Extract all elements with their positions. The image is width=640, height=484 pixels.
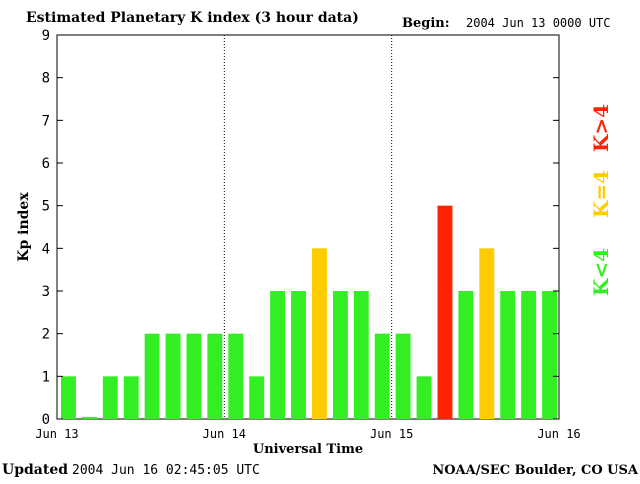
kp-bar [458, 291, 474, 419]
chart-title: Estimated Planetary K index (3 hour data… [26, 10, 359, 26]
legend: K>4 K=4 K<4 [589, 104, 613, 296]
kp-bar [102, 376, 118, 419]
kp-bar [374, 333, 390, 419]
x-axis: Jun 13 Jun 14 Jun 15 Jun 16 [35, 427, 580, 441]
kp-bar [332, 291, 348, 419]
day-grid-lines [223, 35, 393, 419]
y-tick-label: 3 [42, 284, 50, 300]
kp-bar [395, 333, 411, 419]
kp-bar [228, 333, 244, 419]
y-tick-label: 9 [42, 28, 50, 44]
kp-bar [144, 333, 160, 419]
y-tick-label: 5 [42, 199, 50, 215]
kp-bar [521, 291, 537, 419]
kp-bar [81, 416, 97, 419]
kp-bar [165, 333, 181, 419]
kp-bar [437, 205, 453, 419]
legend-entry: K<4 [589, 248, 613, 296]
y-tick-label: 7 [42, 113, 50, 129]
y-tick-label: 6 [42, 156, 50, 172]
x-tick-label: Jun 14 [203, 427, 246, 441]
kp-bar [500, 291, 516, 419]
y-tick-label: 8 [42, 71, 50, 87]
x-axis-label: Universal Time [253, 442, 363, 457]
x-tick-label: Jun 13 [35, 427, 78, 441]
x-tick-label: Jun 15 [370, 427, 413, 441]
kp-bar [353, 291, 369, 419]
y-tick-label: 2 [42, 327, 50, 343]
kp-bar [416, 376, 432, 419]
kp-bar [186, 333, 202, 419]
legend-entry: K>4 [589, 104, 613, 152]
y-axis: 0 1 2 3 4 5 6 7 8 9 [42, 28, 559, 428]
kp-bar [291, 291, 306, 419]
kp-bar [542, 291, 557, 419]
kp-bar [312, 248, 327, 419]
updated-label: Updated [2, 462, 68, 478]
begin-value: 2004 Jun 13 0000 UTC [466, 16, 611, 30]
kp-bar [479, 248, 495, 419]
updated-value: 2004 Jun 16 02:45:05 UTC [72, 463, 260, 478]
kp-bar [270, 291, 286, 419]
kp-bar [61, 376, 76, 419]
y-tick-label: 0 [42, 412, 50, 428]
kp-bar [207, 333, 223, 419]
kp-bar [249, 376, 265, 419]
begin-label: Begin: [402, 16, 450, 31]
y-axis-label: Kp index [16, 192, 32, 262]
y-tick-label: 4 [42, 241, 50, 257]
y-tick-label: 1 [42, 369, 50, 385]
bar-series [61, 205, 557, 419]
plot-frame [56, 34, 560, 420]
source-credit: NOAA/SEC Boulder, CO USA [432, 463, 639, 478]
legend-entry: K=4 [589, 170, 613, 218]
kp-bar [123, 376, 139, 419]
x-tick-label: Jun 16 [537, 427, 580, 441]
